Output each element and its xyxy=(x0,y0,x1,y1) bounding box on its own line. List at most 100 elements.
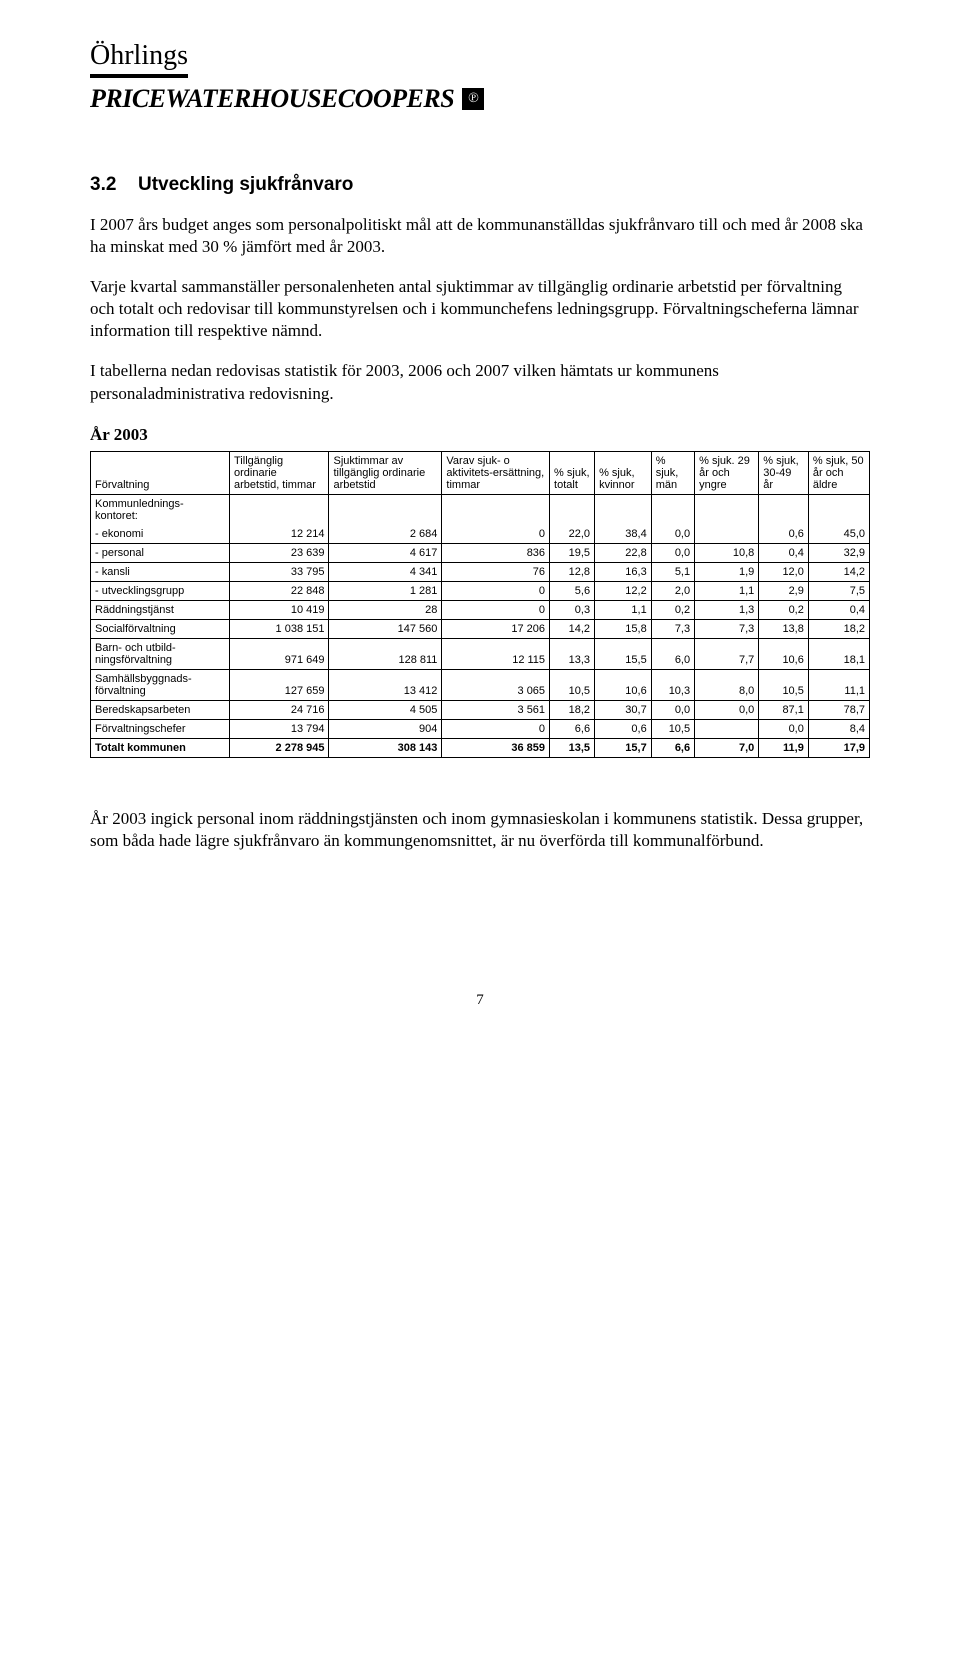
table-cell: 1,3 xyxy=(695,600,759,619)
col-header: Varav sjuk- o aktivitets-ersättning, tim… xyxy=(442,451,550,494)
table-cell: 147 560 xyxy=(329,619,442,638)
table-cell: Förvaltningschefer xyxy=(91,719,230,738)
section-title: Utveckling sjukfrånvaro xyxy=(138,174,353,195)
table-cell: 15,7 xyxy=(595,738,652,757)
table-cell: 7,3 xyxy=(651,619,694,638)
section-number: 3.2 xyxy=(90,174,138,196)
table-cell: 36 859 xyxy=(442,738,550,757)
footer-paragraph: År 2003 ingick personal inom räddningstj… xyxy=(90,808,870,852)
logo-bottom-text: PRICEWATERHOUSECOOPERS xyxy=(90,84,454,114)
table-year-heading: År 2003 xyxy=(90,425,870,445)
table-cell: - personal xyxy=(91,543,230,562)
table-cell: 8,0 xyxy=(695,669,759,700)
table-cell: - kansli xyxy=(91,562,230,581)
table-cell: 87,1 xyxy=(759,700,809,719)
table-cell xyxy=(695,525,759,544)
table-cell: 13 794 xyxy=(230,719,329,738)
paragraph-1: I 2007 års budget anges som personalpoli… xyxy=(90,214,870,258)
table-row: Beredskapsarbeten24 7164 5053 56118,230,… xyxy=(91,700,870,719)
table-cell: 4 617 xyxy=(329,543,442,562)
table-cell: 2 684 xyxy=(329,525,442,544)
table-cell: 18,2 xyxy=(550,700,595,719)
table-cell: 10,5 xyxy=(550,669,595,700)
table-cell: 0 xyxy=(442,600,550,619)
table-cell-empty xyxy=(695,494,759,525)
table-cell: 33 795 xyxy=(230,562,329,581)
table-cell: 0,4 xyxy=(759,543,809,562)
col-header: Sjuktimmar av tillgänglig ordinarie arbe… xyxy=(329,451,442,494)
table-cell: 16,3 xyxy=(595,562,652,581)
table-cell: 7,3 xyxy=(695,619,759,638)
table-row: Totalt kommunen2 278 945308 14336 85913,… xyxy=(91,738,870,757)
table-cell: 7,0 xyxy=(695,738,759,757)
data-table: Förvaltning Tillgänglig ordinarie arbets… xyxy=(90,451,870,758)
table-cell: 22 848 xyxy=(230,581,329,600)
table-cell: 0 xyxy=(442,581,550,600)
table-cell: 971 649 xyxy=(230,638,329,669)
table-cell: 38,4 xyxy=(595,525,652,544)
table-cell: - ekonomi xyxy=(91,525,230,544)
table-cell: 1 038 151 xyxy=(230,619,329,638)
table-cell: 7,7 xyxy=(695,638,759,669)
table-cell-empty xyxy=(230,494,329,525)
logo-mark-icon: ℗ xyxy=(462,88,484,110)
table-cell: 0,3 xyxy=(550,600,595,619)
table-cell: 1,1 xyxy=(595,600,652,619)
paragraph-3: I tabellerna nedan redovisas statistik f… xyxy=(90,360,870,404)
table-cell: 13 412 xyxy=(329,669,442,700)
table-cell: 0,4 xyxy=(808,600,869,619)
table-cell: 11,9 xyxy=(759,738,809,757)
table-cell: 10,3 xyxy=(651,669,694,700)
table-cell: 22,8 xyxy=(595,543,652,562)
table-cell: 12,0 xyxy=(759,562,809,581)
section-heading: 3.2Utveckling sjukfrånvaro xyxy=(90,174,870,196)
col-header: Tillgänglig ordinarie arbetstid, timmar xyxy=(230,451,329,494)
table-cell: 4 505 xyxy=(329,700,442,719)
table-cell: 10,6 xyxy=(595,669,652,700)
table-row: Barn- och utbild-ningsförvaltning971 649… xyxy=(91,638,870,669)
logo-top-text: Öhrlings xyxy=(90,40,188,78)
table-cell: 45,0 xyxy=(808,525,869,544)
table-cell: 23 639 xyxy=(230,543,329,562)
table-cell: 5,6 xyxy=(550,581,595,600)
table-cell: 836 xyxy=(442,543,550,562)
table-cell: Beredskapsarbeten xyxy=(91,700,230,719)
table-cell: 1,1 xyxy=(695,581,759,600)
col-header: % sjuk, kvinnor xyxy=(595,451,652,494)
table-cell: 10,8 xyxy=(695,543,759,562)
table-cell: 1,9 xyxy=(695,562,759,581)
table-header-row: Förvaltning Tillgänglig ordinarie arbets… xyxy=(91,451,870,494)
table-cell: 12,8 xyxy=(550,562,595,581)
table-row: - personal23 6394 61783619,522,80,010,80… xyxy=(91,543,870,562)
table-cell-empty xyxy=(550,494,595,525)
table-cell: 0 xyxy=(442,719,550,738)
table-subheader-cell: Kommunlednings-kontoret: xyxy=(91,494,230,525)
table-cell-empty xyxy=(651,494,694,525)
table-cell: Socialförvaltning xyxy=(91,619,230,638)
table-cell: 12,2 xyxy=(595,581,652,600)
paragraph-2: Varje kvartal sammanställer personalenhe… xyxy=(90,276,870,342)
table-cell: 10 419 xyxy=(230,600,329,619)
col-header: % sjuk, 30-49 år xyxy=(759,451,809,494)
logo-block: Öhrlings PRICEWATERHOUSECOOPERS ℗ xyxy=(90,40,870,114)
table-cell: Räddningstjänst xyxy=(91,600,230,619)
table-cell: Barn- och utbild-ningsförvaltning xyxy=(91,638,230,669)
table-cell: 14,2 xyxy=(808,562,869,581)
table-cell: 28 xyxy=(329,600,442,619)
table-cell: 10,5 xyxy=(651,719,694,738)
table-cell: 13,5 xyxy=(550,738,595,757)
table-row: Samhällsbyggnads-förvaltning127 65913 41… xyxy=(91,669,870,700)
table-cell: 32,9 xyxy=(808,543,869,562)
table-cell: 13,3 xyxy=(550,638,595,669)
table-cell: 3 065 xyxy=(442,669,550,700)
table-cell: 0,6 xyxy=(759,525,809,544)
table-cell: 4 341 xyxy=(329,562,442,581)
page-number: 7 xyxy=(90,992,870,1009)
table-cell: 128 811 xyxy=(329,638,442,669)
table-cell: 0,2 xyxy=(651,600,694,619)
table-cell: 30,7 xyxy=(595,700,652,719)
table-cell: 904 xyxy=(329,719,442,738)
table-cell-empty xyxy=(759,494,809,525)
table-cell: 10,6 xyxy=(759,638,809,669)
table-cell: 0,0 xyxy=(651,543,694,562)
